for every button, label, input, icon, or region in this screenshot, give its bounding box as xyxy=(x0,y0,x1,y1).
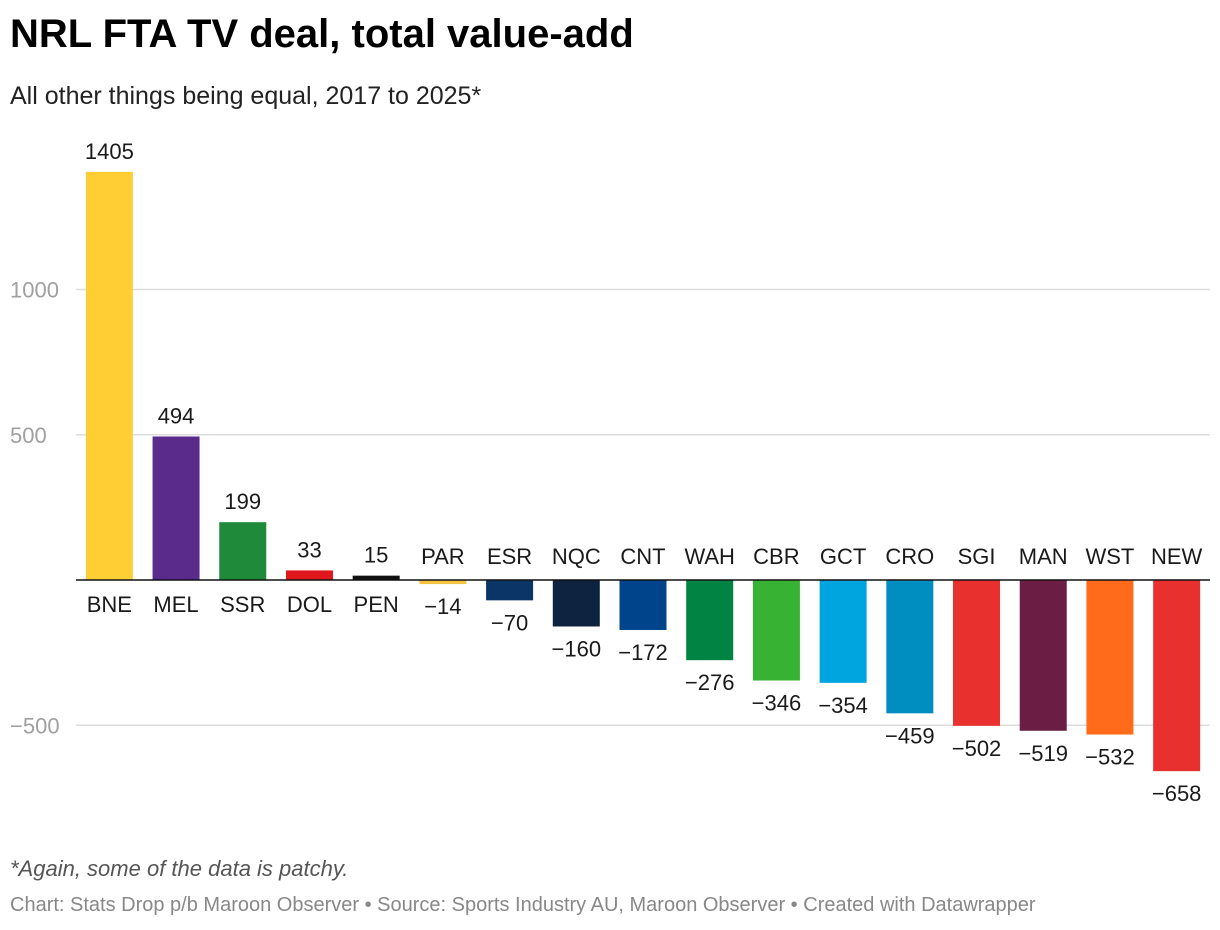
value-label: 494 xyxy=(158,403,195,428)
value-label: 199 xyxy=(224,489,261,514)
bar-bne xyxy=(85,171,133,580)
category-label: SGI xyxy=(958,544,996,569)
value-label: −459 xyxy=(885,723,935,748)
category-label: BNE xyxy=(87,592,132,617)
y-tick-label: −500 xyxy=(10,713,60,738)
category-label: NQC xyxy=(552,544,601,569)
category-label: WAH xyxy=(684,544,735,569)
bars xyxy=(85,171,1201,772)
value-label: −276 xyxy=(685,670,735,695)
separator-1: • xyxy=(359,894,378,916)
bar-dol xyxy=(285,570,333,580)
bar-pen xyxy=(352,575,400,580)
y-tick-label: 1000 xyxy=(10,278,59,303)
bar-chart: 1000 500 −500 BNE 1405 MEL 494 SSR 199 DOL 33 PEN 1… xyxy=(10,139,1210,806)
value-label: −532 xyxy=(1085,745,1135,770)
bar-par xyxy=(419,580,467,585)
labels: BNE 1405 MEL 494 SSR 199 DOL 33 PEN 15 PAR −14 ESR −7… xyxy=(76,139,1210,806)
footnote: *Again, some of the data is patchy. xyxy=(10,856,349,881)
category-label: SSR xyxy=(220,592,265,617)
bar-man xyxy=(1019,580,1067,731)
category-label: CNT xyxy=(620,544,665,569)
chart-title: NRL FTA TV deal, total value-add xyxy=(10,12,634,56)
value-label: −70 xyxy=(491,610,528,635)
bar-ssr xyxy=(219,522,267,580)
separator-2: • xyxy=(785,894,804,916)
value-label: −160 xyxy=(552,636,602,661)
credit-tool: Created with Datawrapper xyxy=(803,894,1036,916)
bar-gct xyxy=(819,580,867,683)
category-label: MEL xyxy=(153,592,198,617)
value-label: −354 xyxy=(818,693,868,718)
bar-sgi xyxy=(953,580,1001,726)
value-label: −346 xyxy=(752,691,802,716)
bar-wah xyxy=(686,580,734,661)
category-label: NEW xyxy=(1151,544,1203,569)
category-label: GCT xyxy=(820,544,866,569)
category-label: ESR xyxy=(487,544,532,569)
bar-cnt xyxy=(619,580,667,630)
credits: Chart: Stats Drop p/b Maroon Observer • … xyxy=(10,894,1036,917)
category-label: MAN xyxy=(1019,544,1068,569)
bar-cbr xyxy=(752,580,800,681)
category-label: WST xyxy=(1085,544,1134,569)
category-label: CBR xyxy=(753,544,799,569)
bar-cro xyxy=(886,580,934,714)
bar-esr xyxy=(486,580,534,601)
value-label: −519 xyxy=(1018,741,1068,766)
bar-wst xyxy=(1086,580,1134,735)
value-label: −172 xyxy=(618,640,668,665)
y-tick-label: 500 xyxy=(10,423,47,448)
credit-source: Source: Sports Industry AU, Maroon Obser… xyxy=(377,894,786,916)
value-label: −658 xyxy=(1152,781,1202,806)
category-label: PAR xyxy=(421,544,465,569)
value-label: 15 xyxy=(364,543,388,568)
category-label: PEN xyxy=(354,592,399,617)
bar-nqc xyxy=(552,580,600,627)
value-label: −14 xyxy=(424,594,461,619)
value-label: 1405 xyxy=(85,139,134,164)
bar-new xyxy=(1153,580,1201,772)
category-label: DOL xyxy=(287,592,332,617)
chart-subtitle: All other things being equal, 2017 to 20… xyxy=(10,82,482,110)
bar-mel xyxy=(152,436,200,580)
value-label: 33 xyxy=(297,537,321,562)
value-label: −502 xyxy=(952,736,1002,761)
category-label: CRO xyxy=(885,544,934,569)
credit-chart: Chart: Stats Drop p/b Maroon Observer xyxy=(10,894,360,916)
